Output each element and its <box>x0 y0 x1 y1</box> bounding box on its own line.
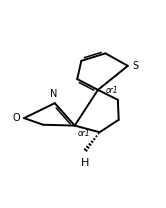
Text: or1: or1 <box>106 86 119 95</box>
Text: or1: or1 <box>78 129 90 137</box>
Text: H: H <box>81 158 89 168</box>
Text: N: N <box>50 89 58 99</box>
Text: S: S <box>133 61 139 71</box>
Text: O: O <box>12 113 20 123</box>
